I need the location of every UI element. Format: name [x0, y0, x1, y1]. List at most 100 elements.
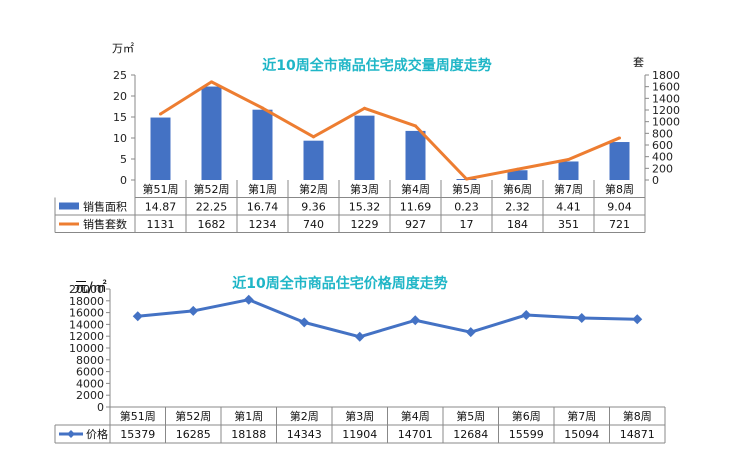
chart2-category-label: 第6周 [512, 409, 541, 423]
chart1-count-value: 927 [405, 218, 426, 231]
chart1-category-label: 第7周 [554, 182, 583, 196]
chart2-category-label: 第4周 [401, 409, 430, 423]
chart1-count-value: 351 [558, 218, 579, 231]
chart2-category-label: 第8周 [623, 409, 652, 423]
chart1-line-point [261, 106, 264, 110]
chart1-category-label: 第4周 [401, 182, 430, 196]
chart1-bar [354, 115, 375, 180]
chart2-category-label: 第7周 [567, 409, 596, 423]
chart2-price-marker [299, 317, 310, 328]
chart1-line-point [465, 177, 468, 181]
chart1-count-value: 1131 [147, 218, 175, 231]
chart2-category-label: 第3周 [345, 409, 374, 423]
chart2-tick-label: 6000 [76, 366, 104, 379]
chart2-unit: 元/㎡ [74, 280, 107, 296]
chart1-category-label: 第51周 [143, 182, 179, 196]
chart1-bar [252, 109, 273, 180]
chart2-tick-label: 18000 [69, 295, 104, 308]
chart1-area-value: 4.41 [556, 201, 581, 214]
chart1-legend-bar-label: 销售面积 [83, 200, 127, 214]
chart2-tick-label: 14000 [69, 318, 104, 331]
chart1-area-value: 15.32 [349, 201, 381, 214]
chart2-price-marker [354, 331, 365, 342]
chart1-line-point [567, 158, 570, 162]
chart1-right-tick-label: 1200 [652, 104, 680, 117]
chart1-category-label: 第52周 [194, 182, 230, 196]
chart2-category-label: 第5周 [456, 409, 485, 423]
chart1-right-tick-label: 800 [652, 127, 673, 140]
chart2-price-value: 15599 [509, 428, 544, 441]
chart1-count-value: 740 [303, 218, 324, 231]
chart1-category-label: 第3周 [350, 182, 379, 196]
chart1-area-value: 9.04 [607, 201, 632, 214]
chart2-price-marker [632, 314, 643, 325]
chart2-price-marker [465, 327, 476, 338]
chart2-price-value: 15094 [564, 428, 599, 441]
chart2-title: 近10周全市商品住宅价格周度走势 [232, 275, 447, 292]
chart1-bar [150, 117, 171, 180]
chart1-right-tick-label: 200 [652, 162, 673, 175]
chart1-line-point [210, 80, 213, 84]
chart1-title: 近10周全市商品住宅成交量周度走势 [262, 57, 491, 74]
chart1-legend-line-label: 销售套数 [83, 217, 127, 231]
chart2-tick-label: 4000 [76, 377, 104, 390]
chart1-area-value: 2.32 [505, 201, 530, 214]
chart1-count-value: 1229 [351, 218, 379, 231]
chart2-price-value: 15379 [120, 428, 155, 441]
chart1-bar [558, 161, 579, 180]
chart2-tick-label: 0 [97, 401, 104, 414]
chart1-left-tick-label: 20 [113, 90, 127, 103]
chart1-area-value: 11.69 [400, 201, 432, 214]
chart2-price-value: 14871 [620, 428, 655, 441]
chart1-category-label: 第5周 [452, 182, 481, 196]
chart1-line-point [516, 167, 519, 171]
chart1-area-value: 22.25 [196, 201, 228, 214]
chart2-price-value: 14701 [398, 428, 433, 441]
chart2-price-marker [576, 312, 587, 323]
chart2-legend-label: 价格 [86, 427, 108, 441]
chart1-category-label: 第8周 [605, 182, 634, 196]
chart1-area-value: 16.74 [247, 201, 279, 214]
chart1-count-value: 1234 [249, 218, 277, 231]
chart1-category-label: 第6周 [503, 182, 532, 196]
chart1-line-point [159, 112, 162, 116]
chart2-price-marker [243, 294, 254, 305]
chart1-right-tick-label: 1600 [652, 81, 680, 94]
chart1-right-tick-label: 600 [652, 139, 673, 152]
chart1-left-tick-label: 10 [113, 132, 127, 145]
chart2-price-marker [188, 305, 199, 316]
chart1-right-tick-label: 1800 [652, 69, 680, 82]
chart2-category-label: 第51周 [120, 409, 156, 423]
chart1-right-unit: 套 [633, 56, 644, 69]
chart2-price-line [137, 298, 638, 339]
chart1-right-tick-label: 1400 [652, 92, 680, 105]
chart1-count-value: 184 [507, 218, 528, 231]
chart1-line-point [618, 136, 621, 140]
chart1-area-value: 9.36 [301, 201, 326, 214]
chart1-bar [303, 140, 324, 180]
chart2-price-value: 18188 [231, 428, 266, 441]
chart1-bar [609, 142, 630, 180]
chart2-tick-label: 16000 [69, 307, 104, 320]
chart1-count-value: 721 [609, 218, 630, 231]
chart1-category-label: 第2周 [299, 182, 328, 196]
chart2-tick-label: 8000 [76, 354, 104, 367]
chart2-tick-label: 12000 [69, 330, 104, 343]
chart1-left-tick-label: 5 [120, 153, 127, 166]
chart1-bar [201, 86, 222, 180]
chart1-category-label: 第1周 [248, 182, 277, 196]
chart1-area-value: 14.87 [145, 201, 177, 214]
chart1-left-tick-label: 15 [113, 111, 127, 124]
chart1-left-tick-label: 0 [120, 174, 127, 187]
chart1-count-value: 1682 [198, 218, 226, 231]
chart1-right-tick-label: 1000 [652, 116, 680, 129]
chart2-category-label: 第52周 [175, 409, 211, 423]
chart1-bar [405, 130, 426, 180]
chart1-line-series [159, 80, 621, 181]
chart1-right-tick-label: 400 [652, 151, 673, 164]
chart2-tick-label: 2000 [76, 389, 104, 402]
chart1-left-tick-label: 25 [113, 69, 127, 82]
chart2-tick-label: 10000 [69, 342, 104, 355]
chart2-price-value: 14343 [287, 428, 322, 441]
